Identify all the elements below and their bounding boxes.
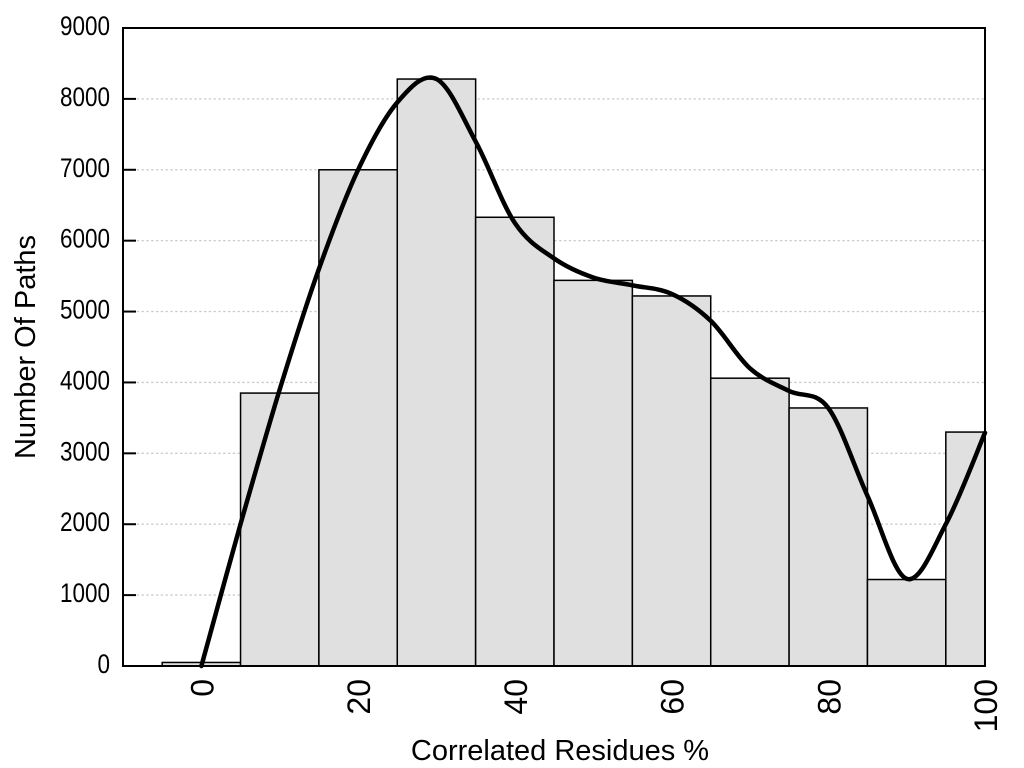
x-tick-label: 20 [341,679,377,715]
y-tick-label: 6000 [60,224,110,254]
y-tick-label: 5000 [60,295,110,325]
y-tick-label: 1000 [60,578,110,608]
histogram-bar [788,407,869,667]
histogram-bar [709,377,790,667]
x-tick-label: 0 [184,679,220,697]
x-axis-title: Correlated Residues % [411,735,709,767]
y-tick-label: 4000 [60,365,110,395]
tick-labels: 0 1000 2000 3000 4000 5000 6000 7000 8000 9000 0 20… [60,11,1004,732]
histogram-bar [474,216,555,667]
histogram-bar [553,279,634,667]
y-tick-label: 0 [98,649,111,679]
plot-frame [122,27,986,667]
y-tick-label: 9000 [60,11,110,41]
density-curve-layer [199,75,988,669]
histogram-bar [866,578,947,667]
y-tick-label: 8000 [60,82,110,112]
plot-frame-and-ticks [122,27,986,667]
histogram-bar [945,431,986,667]
x-tick-label: 60 [655,679,691,715]
x-tick-label: 40 [498,679,534,715]
histogram-bar [239,392,320,667]
y-axis-title: Number Of Paths [10,235,42,459]
histogram-bar [631,295,712,667]
x-tick-label: 100 [968,679,1004,732]
y-tick-label: 3000 [60,436,110,466]
y-tick-label: 7000 [60,153,110,183]
y-tick-label: 2000 [60,507,110,537]
histogram-bars [161,78,986,667]
x-tick-label: 80 [811,679,847,715]
histogram-bar [396,78,477,667]
density-curve [199,75,988,669]
histogram-bar [318,169,399,667]
